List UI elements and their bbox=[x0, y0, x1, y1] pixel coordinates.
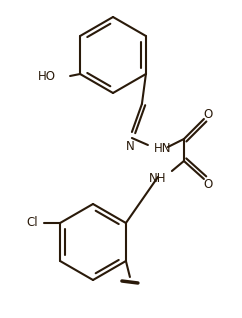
Text: O: O bbox=[203, 107, 212, 121]
Text: Cl: Cl bbox=[26, 217, 38, 230]
Text: HN: HN bbox=[154, 142, 171, 156]
Text: HO: HO bbox=[38, 70, 56, 82]
Text: N: N bbox=[126, 140, 134, 153]
Text: O: O bbox=[203, 177, 212, 190]
Text: NH: NH bbox=[148, 172, 166, 185]
